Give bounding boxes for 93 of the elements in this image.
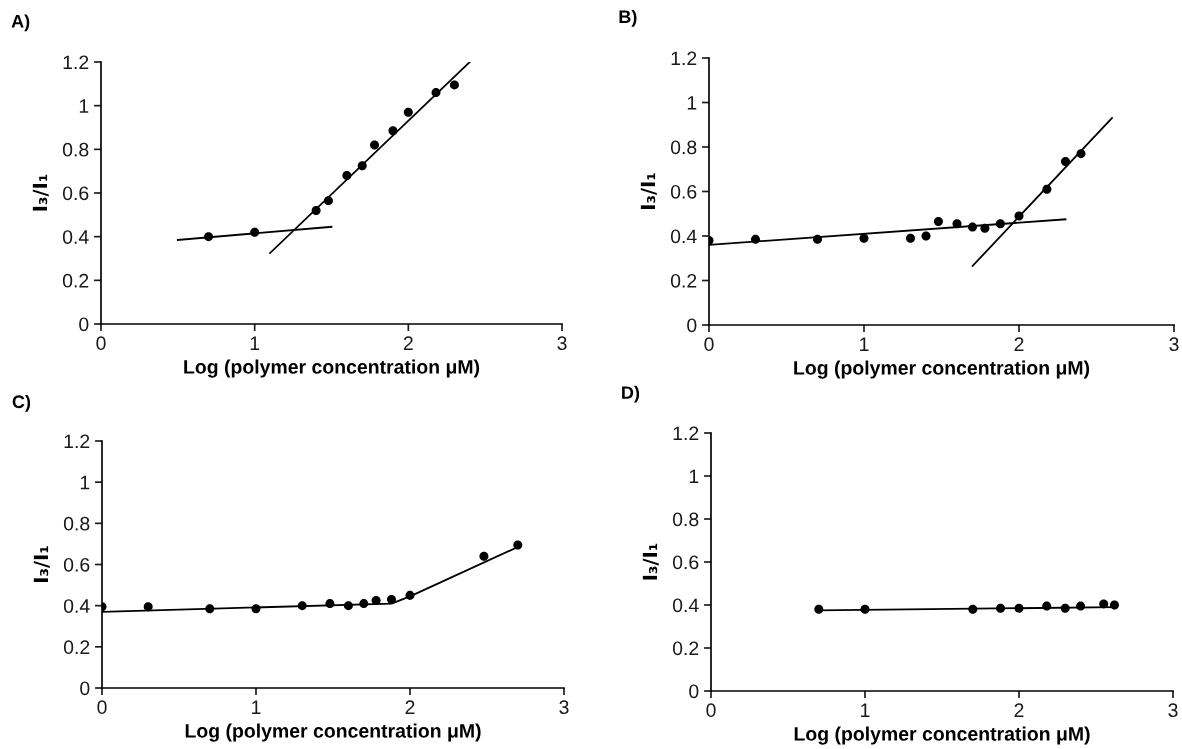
point <box>952 219 962 229</box>
y-tick-label: 1 <box>79 99 89 113</box>
y-tick-label: 0 <box>689 684 699 699</box>
point <box>359 599 369 609</box>
point <box>388 126 398 136</box>
point <box>370 140 380 150</box>
point <box>343 601 353 611</box>
point <box>995 219 1005 229</box>
point <box>968 222 977 232</box>
y-tick-label: 0.4 <box>62 230 89 244</box>
point <box>1076 149 1086 159</box>
point <box>980 223 990 233</box>
y-axis-title: I₃/I₁ <box>33 546 50 583</box>
y-tick-label: 0.6 <box>62 186 89 201</box>
y-tick-label: 0 <box>687 318 697 333</box>
x-tick-label: 3 <box>1168 703 1178 718</box>
chart-title: B) <box>619 9 637 27</box>
x-axis-title: Log (polymer concentration μM) <box>794 726 1090 745</box>
y-tick-label: 0.4 <box>670 229 697 244</box>
x-tick-label: 1 <box>252 700 261 714</box>
point <box>513 540 523 550</box>
y-tick-label: 0 <box>79 317 89 332</box>
y-tick-label: 1 <box>80 475 90 490</box>
y-tick-label: 1.2 <box>64 434 90 449</box>
y-tick-label: 1.2 <box>673 426 699 441</box>
y-tick-label: 0.8 <box>670 140 697 155</box>
point <box>204 232 214 242</box>
x-tick-label: 1 <box>860 337 869 351</box>
x-tick-label: 0 <box>97 700 107 715</box>
x-axis-title: Log (polymer concentration μM) <box>184 359 480 378</box>
point <box>403 107 413 117</box>
y-tick-label: 0 <box>80 681 90 696</box>
x-axis-title: Log (polymer concentration μM) <box>185 723 481 742</box>
point <box>813 234 822 244</box>
point <box>323 196 333 206</box>
point <box>933 217 943 227</box>
point <box>405 590 415 600</box>
point <box>311 205 321 215</box>
point <box>479 551 489 561</box>
x-tick-label: 1 <box>250 336 260 350</box>
point <box>387 594 397 604</box>
y-tick-label: 0.2 <box>63 640 90 655</box>
y-tick-label: 0.6 <box>672 555 699 570</box>
chart-title: A) <box>11 14 30 32</box>
y-tick-label: 1.2 <box>671 51 697 66</box>
x-tick-label: 3 <box>559 700 569 715</box>
y-tick-label: 0.2 <box>62 273 89 288</box>
y-tick-label: 0.2 <box>672 641 699 656</box>
x-tick-label: 1 <box>861 703 870 717</box>
point <box>1014 211 1024 221</box>
x-tick-label: 0 <box>96 336 106 351</box>
y-tick-label: 0.6 <box>670 184 697 199</box>
y-tick-label: 0.8 <box>63 516 90 531</box>
point <box>325 599 335 609</box>
point <box>205 604 215 614</box>
x-tick-label: 3 <box>1169 337 1179 352</box>
y-tick-label: 1.2 <box>63 55 89 70</box>
y-tick-label: 1 <box>687 96 697 110</box>
x-tick-label: 2 <box>1014 337 1024 351</box>
point <box>251 604 261 614</box>
y-tick-label: 0.8 <box>62 142 89 157</box>
point <box>371 596 381 606</box>
x-axis-title: Log (polymer concentration μM) <box>794 360 1090 379</box>
point <box>906 233 915 243</box>
chart-title: C) <box>12 394 31 412</box>
y-tick-label: 0.6 <box>63 557 90 572</box>
point <box>250 227 260 237</box>
point <box>1042 184 1052 194</box>
x-tick-label: 3 <box>557 336 567 351</box>
point <box>342 171 352 181</box>
y-axis-title: I₃/I₁ <box>642 543 659 580</box>
x-tick-label: 2 <box>1014 703 1024 717</box>
y-tick-label: 0.4 <box>672 598 699 613</box>
point <box>431 88 441 98</box>
point <box>1061 156 1070 166</box>
y-tick-label: 1 <box>689 469 699 484</box>
y-tick-label: 0.2 <box>670 273 697 288</box>
point <box>751 234 760 244</box>
x-tick-label: 0 <box>704 337 714 352</box>
chart-title: D) <box>622 385 640 403</box>
y-tick-label: 0.4 <box>63 599 90 613</box>
x-tick-label: 2 <box>403 336 413 350</box>
point <box>143 602 153 612</box>
point <box>297 601 307 611</box>
point <box>921 231 931 241</box>
point <box>859 233 869 243</box>
y-axis-title: I₃/I₁ <box>640 173 657 210</box>
y-axis-title: I₃/I₁ <box>32 174 49 211</box>
y-tick-label: 0.8 <box>672 512 699 527</box>
point <box>357 161 367 171</box>
point <box>449 80 459 90</box>
x-tick-label: 0 <box>706 703 716 718</box>
x-tick-label: 2 <box>405 700 415 714</box>
